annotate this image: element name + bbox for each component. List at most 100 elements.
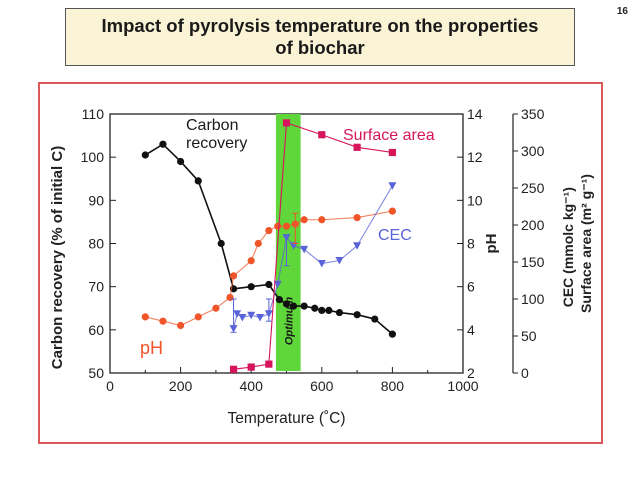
data-point bbox=[265, 280, 273, 289]
data-point bbox=[289, 302, 298, 310]
data-point bbox=[300, 302, 308, 310]
cec-sa-tick-label: 100 bbox=[521, 291, 545, 307]
left-tick-label: 110 bbox=[82, 106, 105, 122]
x-tick-label: 800 bbox=[381, 378, 405, 394]
data-point bbox=[159, 140, 167, 148]
cec-axis-label: CEC (mmolc kg⁻¹) bbox=[560, 187, 576, 307]
series-label-line: Carbon bbox=[186, 117, 238, 134]
data-point bbox=[353, 242, 362, 250]
data-point bbox=[247, 257, 255, 265]
left-tick-label: 100 bbox=[81, 149, 105, 165]
data-point bbox=[212, 304, 220, 312]
data-point bbox=[289, 242, 298, 250]
cec-sa-tick-label: 250 bbox=[521, 180, 545, 196]
data-point bbox=[274, 222, 282, 230]
data-point bbox=[317, 259, 326, 268]
data-point bbox=[282, 119, 291, 127]
left-tick-label: 50 bbox=[88, 365, 104, 381]
ph-tick-label: 2 bbox=[467, 365, 475, 381]
data-point bbox=[217, 239, 225, 248]
left-tick-label: 70 bbox=[88, 279, 104, 295]
data-point bbox=[318, 216, 326, 224]
ph-axis-label: pH bbox=[483, 234, 500, 254]
series-layer bbox=[141, 119, 397, 373]
data-point bbox=[388, 330, 396, 338]
cec-sa-tick-label: 50 bbox=[521, 328, 537, 344]
data-point bbox=[177, 157, 185, 166]
series-label-surface-area: Surface area bbox=[343, 127, 435, 144]
series-label-line: recovery bbox=[186, 135, 247, 152]
data-point bbox=[254, 239, 262, 248]
data-point bbox=[159, 317, 167, 325]
data-point bbox=[318, 131, 326, 139]
slide-title: Impact of pyrolysis temperature on the p… bbox=[101, 15, 539, 58]
title-box: Impact of pyrolysis temperature on the p… bbox=[65, 8, 575, 66]
data-point bbox=[311, 304, 319, 312]
data-point bbox=[265, 360, 273, 368]
data-point bbox=[300, 245, 309, 254]
ph-tick-label: 4 bbox=[467, 322, 475, 338]
series-label-line: pH bbox=[140, 338, 163, 358]
data-point bbox=[388, 148, 396, 157]
data-point bbox=[353, 214, 361, 222]
cec-sa-tick-label: 200 bbox=[521, 217, 545, 233]
data-point bbox=[388, 182, 397, 190]
data-point bbox=[318, 306, 326, 315]
chart: 0 200 400 600 800 100050607080901001102468101… bbox=[49, 106, 594, 427]
x-tick-label: 1000 bbox=[447, 378, 478, 394]
data-point bbox=[388, 207, 396, 215]
slide-number: 16 bbox=[616, 6, 628, 17]
data-point bbox=[300, 216, 308, 224]
left-tick-label: 60 bbox=[88, 322, 104, 338]
ph-tick-label: 6 bbox=[467, 279, 475, 295]
ph-tick-label: 8 bbox=[467, 236, 475, 252]
series-label-carbon-recovery: Carbon recovery bbox=[186, 117, 247, 152]
cec-sa-tick-label: 350 bbox=[521, 106, 545, 122]
ph-tick-label: 10 bbox=[467, 192, 483, 208]
data-point bbox=[247, 311, 256, 320]
x-tick-label: 200 bbox=[169, 378, 193, 394]
ph-tick-label: 12 bbox=[467, 149, 483, 165]
label-layer: Temperature (˚C) Carbon recovery (% of in… bbox=[49, 117, 594, 427]
x-tick-label: 400 bbox=[240, 378, 264, 394]
data-point bbox=[265, 226, 273, 235]
cec-sa-tick-label: 150 bbox=[521, 254, 545, 270]
data-point bbox=[282, 300, 291, 308]
series-label-ph: pH bbox=[140, 338, 163, 358]
carbon-axis-label: Carbon recovery (% of initial C) bbox=[49, 146, 66, 369]
data-point bbox=[335, 308, 344, 317]
data-point bbox=[256, 314, 265, 322]
data-point bbox=[194, 177, 202, 185]
data-point bbox=[194, 313, 202, 321]
surface-area-axis-label: Surface area (m² g⁻¹) bbox=[578, 174, 594, 313]
series-label-line: Surface area bbox=[343, 127, 435, 144]
series-label-cec: CEC bbox=[378, 227, 412, 244]
data-point bbox=[141, 151, 149, 159]
data-point bbox=[353, 311, 361, 319]
data-point bbox=[275, 296, 284, 304]
data-point bbox=[325, 306, 333, 315]
data-point bbox=[226, 293, 234, 302]
data-point bbox=[273, 280, 282, 289]
data-point bbox=[229, 365, 238, 373]
data-point bbox=[233, 310, 242, 318]
data-point bbox=[229, 272, 238, 280]
left-tick-label: 80 bbox=[88, 236, 104, 252]
x-tick-label: 600 bbox=[310, 378, 334, 394]
data-point bbox=[371, 315, 379, 323]
data-point bbox=[247, 363, 255, 371]
left-tick-label: 90 bbox=[88, 192, 104, 208]
cec-sa-tick-label: 0 bbox=[521, 365, 529, 381]
data-point bbox=[335, 257, 344, 265]
data-point bbox=[247, 283, 255, 291]
ph-tick-label: 14 bbox=[467, 106, 483, 122]
data-point bbox=[238, 314, 247, 322]
data-point bbox=[177, 321, 185, 330]
x-axis-label: Temperature (˚C) bbox=[228, 410, 346, 427]
data-point bbox=[353, 143, 361, 151]
data-point bbox=[282, 222, 291, 230]
data-point bbox=[141, 313, 149, 321]
cec-sa-tick-label: 300 bbox=[521, 143, 545, 159]
x-tick-label: 0 bbox=[106, 378, 114, 394]
series-label-line: CEC bbox=[378, 227, 412, 244]
